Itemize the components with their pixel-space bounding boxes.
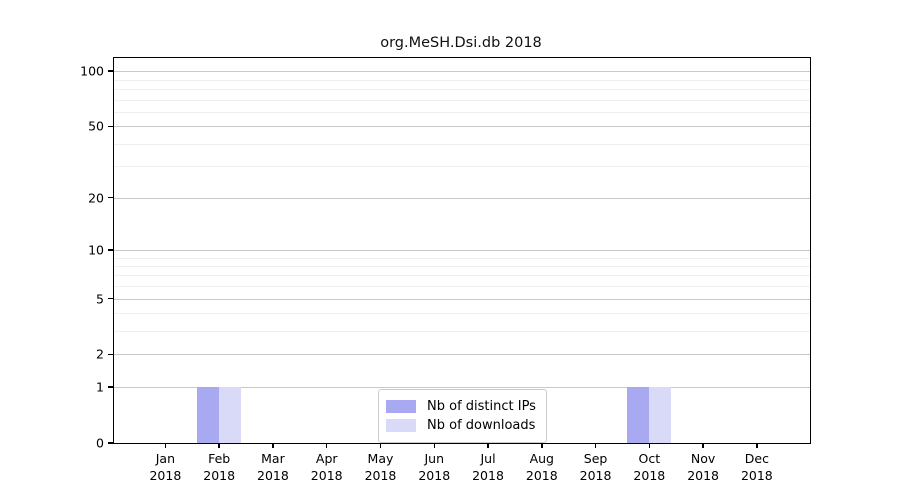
y-tick-label-20: 20 [88,190,104,206]
minor-gridline [114,80,810,81]
minor-gridline [114,144,810,145]
bar-feb-downloads [219,387,242,443]
y-tick-mark [108,249,113,251]
x-tick-mark [164,443,167,448]
legend-label-distinct-ips: Nb of distinct IPs [427,399,536,414]
x-tick-label-jun: Jun 2018 [418,451,451,483]
y-tick-label-100: 100 [80,63,104,79]
y-tick-label-2: 2 [96,346,104,362]
x-tick-mark [272,443,274,448]
y-tick-mark [108,442,113,444]
major-gridline [114,71,810,72]
major-gridline [114,354,810,355]
y-tick-mark [108,386,113,388]
major-gridline [114,299,810,300]
y-tick-mark [108,353,113,356]
y-tick-mark [108,297,113,300]
y-tick-mark [108,125,113,127]
legend: Nb of distinct IPs Nb of downloads [378,389,547,443]
x-tick-label-sep: Sep 2018 [579,451,612,483]
x-tick-label-dec: Dec 2018 [740,451,773,483]
x-tick-label-nov: Nov 2018 [687,451,719,483]
y-tick-label-1: 1 [96,379,104,395]
y-tick-mark [108,70,113,72]
x-tick-mark [702,443,704,448]
minor-gridline [114,266,810,267]
minor-gridline [114,313,810,314]
x-tick-label-oct: Oct 2018 [633,451,666,483]
y-tick-label-50: 50 [88,118,104,134]
legend-label-downloads: Nb of downloads [427,418,536,433]
x-tick-mark [433,443,435,448]
minor-gridline [114,331,810,332]
minor-gridline [114,286,810,287]
chart-title: org.MeSH.Dsi.db 2018 [380,35,542,51]
x-tick-label-aug: Aug 2018 [525,451,558,483]
x-tick-mark [541,443,543,448]
major-gridline [114,198,810,199]
y-tick-label-0: 0 [96,435,104,451]
x-tick-label-jul: Jul 2018 [472,451,504,483]
y-tick-label-5: 5 [96,291,104,307]
minor-gridline [114,258,810,259]
bar-oct-distinct-ips [627,387,650,443]
bar-layer [114,58,810,443]
x-tick-label-feb: Feb 2018 [203,451,236,483]
x-tick-mark [325,443,328,448]
minor-gridline [114,275,810,276]
y-tick-mark [108,196,113,199]
minor-gridline [114,166,810,167]
x-tick-label-mar: Mar 2018 [257,451,289,483]
major-gridline [114,387,810,388]
legend-swatch-distinct-ips-icon [386,400,416,413]
legend-swatch-downloads-icon [386,419,416,432]
x-tick-mark [648,443,651,448]
legend-item-downloads: Nb of downloads [386,417,536,434]
x-tick-label-jan: Jan 2018 [149,451,182,483]
minor-gridline [114,112,810,113]
minor-gridline [114,89,810,90]
x-tick-mark [594,443,597,448]
major-gridline [114,250,810,251]
bar-feb-distinct-ips [197,387,220,443]
major-gridline [114,126,810,127]
x-tick-mark [379,443,382,448]
y-tick-label-10: 10 [88,242,104,258]
x-tick-label-may: May 2018 [364,451,397,483]
minor-gridline [114,100,810,101]
plot-area: Nb of distinct IPs Nb of downloads [113,57,811,444]
bar-oct-downloads [649,387,672,443]
x-tick-mark [487,443,489,448]
x-tick-mark [756,443,758,448]
x-tick-label-apr: Apr 2018 [310,451,343,483]
legend-item-distinct-ips: Nb of distinct IPs [386,398,536,415]
grid-layer [114,58,810,443]
x-tick-mark [218,443,220,448]
